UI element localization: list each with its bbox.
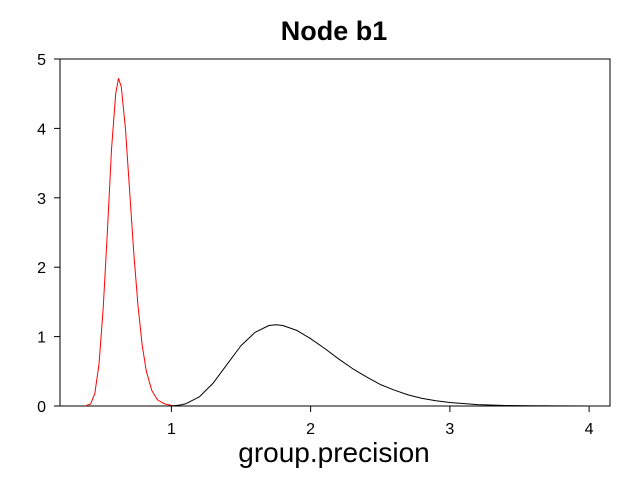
y-tick-label: 3 xyxy=(37,191,46,208)
series-line-0 xyxy=(84,77,175,407)
x-tick-label: 1 xyxy=(167,421,176,438)
x-axis: 1 2 3 4 xyxy=(167,406,594,438)
plot-frame xyxy=(59,58,611,407)
series-layer xyxy=(84,77,590,407)
y-tick-label: 1 xyxy=(37,330,46,347)
y-tick-label: 5 xyxy=(37,52,46,69)
x-tick-label: 4 xyxy=(585,421,594,438)
x-tick-label: 3 xyxy=(445,421,454,438)
series-line-1 xyxy=(171,324,590,407)
y-tick-label: 2 xyxy=(37,260,46,277)
chart-title: Node b1 xyxy=(281,16,388,46)
x-axis-label: group.precision xyxy=(238,437,429,468)
y-tick-label: 0 xyxy=(37,399,46,416)
x-tick-label: 2 xyxy=(306,421,315,438)
y-tick-label: 4 xyxy=(37,121,46,138)
y-axis: 0 1 2 3 4 5 xyxy=(37,52,60,416)
